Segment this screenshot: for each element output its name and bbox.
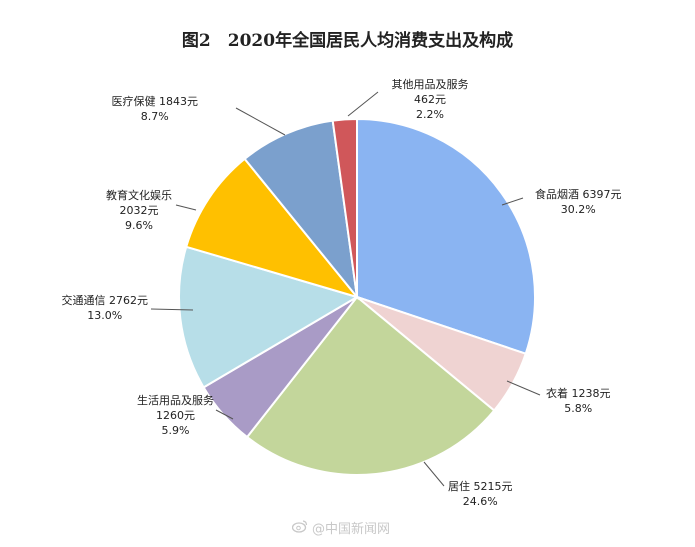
pie-slice-6 (184, 157, 360, 299)
chart-title: 图2 2020年全国居民人均消费支出及构成 (181, 31, 514, 51)
slice-label-6: 教育文化娱乐 2032元 9.6% (106, 188, 172, 232)
slice-label-7: 医疗保健 1843元 8.7% (112, 94, 199, 123)
leader-line-4 (215, 409, 234, 420)
leader-line-3 (423, 461, 445, 487)
slice-label-3: 居住 5215元 24.6% (448, 479, 513, 508)
leader-line-2 (506, 380, 541, 396)
pie-slice-7 (243, 119, 359, 301)
weibo-icon (292, 520, 308, 533)
leader-line-7 (235, 107, 286, 136)
leader-line-1 (501, 197, 524, 206)
leader-line-6 (175, 204, 197, 211)
leader-line-8 (347, 91, 379, 117)
pie-slice-8 (331, 117, 358, 298)
slice-label-8: 其他用品及服务 462元 2.2% (392, 78, 469, 121)
watermark-text: @中国新闻网 (312, 522, 391, 537)
slice-label-1: 食品烟酒 6397元 30.2% (535, 187, 622, 216)
pie-slice-3 (245, 295, 496, 476)
slice-label-5: 交通通信 2762元 13.0% (62, 293, 149, 322)
slice-label-2: 衣着 1238元 5.8% (546, 386, 611, 415)
leader-line-5 (150, 308, 194, 311)
pie-slice-1 (356, 117, 536, 355)
slice-label-4: 生活用品及服务 1260元 5.9% (137, 393, 214, 437)
pie-slice-5 (178, 245, 360, 389)
